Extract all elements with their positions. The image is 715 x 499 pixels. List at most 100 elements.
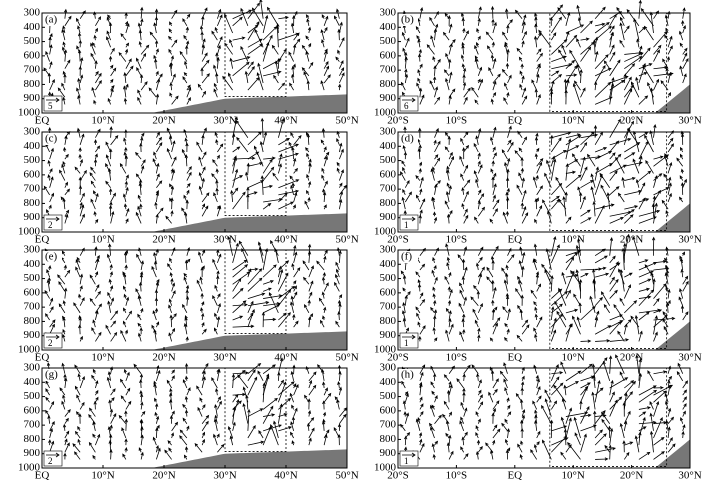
wind-vector <box>154 397 158 403</box>
wind-vector <box>667 379 671 389</box>
panel-label: (b) <box>401 14 414 26</box>
wind-vector <box>461 202 465 210</box>
wind-vector <box>418 214 422 224</box>
wind-vector <box>595 339 611 343</box>
wind-vector <box>565 163 569 181</box>
wind-vector <box>277 381 287 403</box>
wind-vector <box>49 147 54 160</box>
wind-vector <box>664 14 669 26</box>
wind-vector <box>47 174 51 181</box>
wind-vector <box>550 363 559 382</box>
wind-vector <box>125 296 130 306</box>
wind-vector <box>679 257 684 271</box>
wind-vector <box>624 209 635 217</box>
wind-vector <box>447 135 451 145</box>
highlight-box <box>549 367 668 467</box>
wind-vector <box>308 280 314 292</box>
wind-vector <box>75 259 81 271</box>
wind-vector <box>580 387 588 403</box>
wind-vector <box>476 373 480 381</box>
wind-vector <box>536 147 540 153</box>
wind-vector <box>307 299 311 306</box>
wind-vector <box>491 160 495 167</box>
wind-vector <box>444 275 450 285</box>
wind-vector <box>506 328 510 335</box>
wind-vector <box>580 166 588 181</box>
wind-vector <box>521 324 530 335</box>
plot-frame <box>41 249 348 351</box>
wind-vector <box>232 191 246 210</box>
wind-vector <box>504 43 508 55</box>
wind-vector <box>474 99 479 105</box>
wind-vector <box>263 156 276 160</box>
wind-vector <box>94 27 98 34</box>
wind-vector <box>551 70 560 77</box>
y-tick-label: 1000 <box>18 344 41 356</box>
y-tick-label: 300 <box>380 7 397 19</box>
y-tick-label: 500 <box>24 272 41 284</box>
wind-vector <box>95 145 101 153</box>
wind-vector <box>549 90 554 105</box>
wind-vector <box>125 400 132 410</box>
wind-vector <box>171 95 179 105</box>
wind-vector <box>445 191 450 203</box>
wind-vector <box>574 432 581 446</box>
wind-vector <box>216 302 221 313</box>
wind-vector <box>186 13 191 19</box>
wind-vector <box>179 429 188 439</box>
wind-vector <box>667 426 671 439</box>
wind-vector <box>323 191 327 203</box>
wind-vector <box>492 378 499 389</box>
x-tick-label: 30°N <box>213 234 236 246</box>
wind-vector <box>201 192 210 203</box>
wind-vector <box>251 7 264 27</box>
reference-arrow <box>402 334 416 340</box>
wind-vector <box>261 311 266 328</box>
wind-vector <box>61 28 66 41</box>
wind-vector <box>594 379 601 403</box>
wind-vector <box>89 172 96 181</box>
wind-vector <box>201 15 205 26</box>
wind-vector <box>62 25 66 34</box>
wind-vector <box>503 378 508 389</box>
wind-vector <box>666 56 671 62</box>
wind-vector <box>186 387 191 396</box>
wind-vector <box>473 142 479 153</box>
wind-vector <box>186 86 192 98</box>
wind-vector <box>338 370 342 381</box>
wind-vector <box>653 174 658 188</box>
y-tick-label: 1000 <box>374 344 397 356</box>
wind-vector <box>448 365 455 374</box>
wind-vector <box>506 397 510 403</box>
wind-vector <box>460 401 465 410</box>
wind-vector <box>247 161 264 167</box>
wind-vector <box>155 447 161 460</box>
wind-vector <box>667 443 676 453</box>
wind-vector <box>259 140 264 153</box>
wind-vector <box>638 385 657 396</box>
x-tick-label: 20°N <box>152 234 175 246</box>
wind-vector <box>419 403 424 410</box>
wind-vector <box>171 73 176 84</box>
wind-vector <box>418 161 423 167</box>
wind-vector <box>462 81 467 91</box>
wind-vector <box>521 206 527 217</box>
wind-vector <box>94 218 99 224</box>
wind-vector <box>541 263 552 278</box>
wind-vector <box>278 16 289 20</box>
wind-vector <box>652 278 656 292</box>
wind-vector <box>338 198 343 210</box>
wind-vector <box>278 426 293 432</box>
wind-vector <box>619 269 625 292</box>
x-tick-label: 40°N <box>274 470 297 482</box>
panel-label-box <box>400 369 418 381</box>
wind-vector <box>183 211 188 224</box>
wind-vector <box>434 337 438 342</box>
wind-vector <box>323 387 328 396</box>
x-tick-label: EQ <box>507 470 522 482</box>
wind-vector <box>653 202 658 224</box>
wind-vector <box>463 214 469 224</box>
wind-vector <box>247 43 264 55</box>
wind-vector <box>196 279 203 292</box>
wind-vector <box>507 157 511 167</box>
